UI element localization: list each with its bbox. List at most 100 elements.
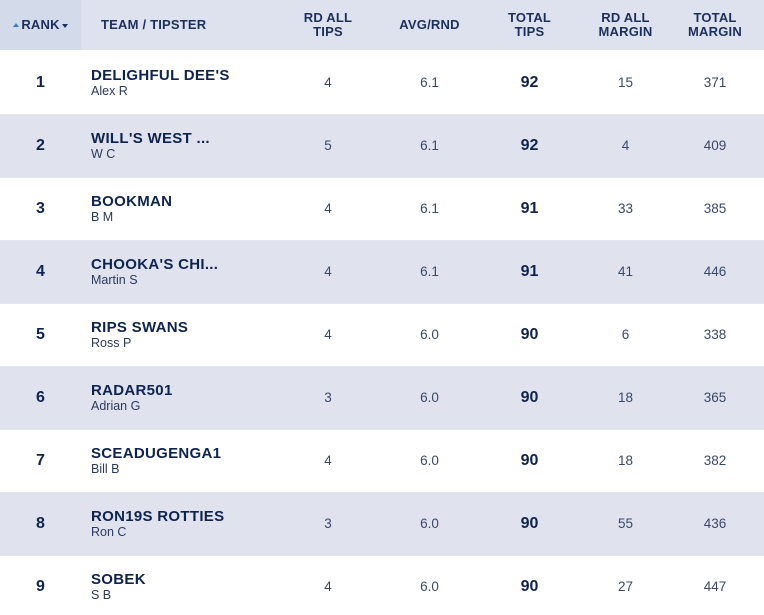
total-margin-cell: 385 xyxy=(703,201,727,216)
team-cell: DELIGHFUL DEE'S Alex R xyxy=(81,51,271,114)
rd-all-margin-cell: 18 xyxy=(617,453,634,468)
rd-all-tips-cell: 3 xyxy=(324,390,332,405)
total-tips-cell: 90 xyxy=(520,451,539,469)
rank-cell: 2 xyxy=(36,136,45,154)
rd-all-tips-cell: 4 xyxy=(324,579,332,594)
rank-cell: 4 xyxy=(36,262,45,280)
rank-cell: 1 xyxy=(36,73,45,91)
team-name[interactable]: WILL'S WEST ... xyxy=(91,130,210,147)
team-cell: SOBEK S B xyxy=(81,555,271,615)
rd-all-margin-column-header: RD ALL MARGIN xyxy=(585,0,666,52)
team-name[interactable]: DELIGHFUL DEE'S xyxy=(91,67,230,85)
rd-all-tips-cell: 4 xyxy=(324,264,332,279)
team-cell: BOOKMAN B M xyxy=(81,177,271,240)
rd-all-margin-cell: 27 xyxy=(617,579,634,594)
dropdown-caret-icon xyxy=(61,23,68,28)
rd-all-tips-cell: 4 xyxy=(324,453,332,468)
team-cell: RADAR501 Adrian G xyxy=(81,366,271,429)
avg-rnd-cell: 6.1 xyxy=(420,201,439,216)
table-row[interactable]: 9 SOBEK S B 4 6.0 90 27 447 xyxy=(0,555,764,615)
team-name[interactable]: RADAR501 xyxy=(91,382,173,399)
rd-all-tips-cell: 5 xyxy=(324,138,332,153)
avg-rnd-cell: 6.1 xyxy=(420,75,439,91)
tipster-name: Alex R xyxy=(91,84,128,99)
rank-cell: 8 xyxy=(36,514,45,532)
team-name[interactable]: BOOKMAN xyxy=(91,193,173,210)
table-row[interactable]: 7 SCEADUGENGA1 Bill B 4 6.0 90 18 382 xyxy=(0,429,764,492)
table-row[interactable]: 3 BOOKMAN B M 4 6.1 91 33 385 xyxy=(0,177,764,240)
avg-rnd-cell: 6.0 xyxy=(420,516,439,531)
total-tips-column-header: TOTAL TIPS xyxy=(474,0,585,52)
tipster-name: W C xyxy=(91,147,116,161)
rd-all-margin-cell: 55 xyxy=(617,516,634,531)
rank-cell: 9 xyxy=(36,577,45,595)
total-margin-cell: 371 xyxy=(703,75,727,91)
total-margin-cell: 436 xyxy=(703,516,727,531)
total-tips-cell: 91 xyxy=(520,199,539,217)
team-name[interactable]: SOBEK xyxy=(91,571,146,588)
rd-all-tips-column-header: RD ALL TIPS xyxy=(271,0,385,52)
tipster-name: Ross P xyxy=(91,336,132,350)
tipster-name: S B xyxy=(91,588,112,602)
rd-all-margin-cell: 18 xyxy=(617,390,634,405)
avg-rnd-cell: 6.1 xyxy=(420,264,439,279)
team-cell: RIPS SWANS Ross P xyxy=(81,303,271,366)
avg-rnd-cell: 6.0 xyxy=(420,390,439,405)
rd-all-margin-cell: 15 xyxy=(617,75,634,91)
rank-cell: 3 xyxy=(36,199,45,217)
team-name[interactable]: CHOOKA'S CHI... xyxy=(91,256,219,273)
total-tips-cell: 91 xyxy=(520,262,539,280)
total-tips-cell: 90 xyxy=(520,325,539,343)
team-cell: CHOOKA'S CHI... Martin S xyxy=(81,240,271,303)
table-row[interactable]: 6 RADAR501 Adrian G 3 6.0 90 18 365 xyxy=(0,366,764,429)
rank-cell: 6 xyxy=(36,388,45,406)
team-name[interactable]: RON19S ROTTIES xyxy=(91,508,225,525)
team-tipster-column-header: TEAM / TIPSTER xyxy=(81,0,271,52)
table-row[interactable]: 1 DELIGHFUL DEE'S Alex R 4 6.1 92 15 371 xyxy=(0,51,764,114)
avg-rnd-cell: 6.0 xyxy=(420,327,439,342)
tipster-name: B M xyxy=(91,210,114,224)
table-header: RANK TEAM / TIPSTER RD ALL TIPS AVG/RND T… xyxy=(0,0,764,52)
tipster-name: Bill B xyxy=(91,462,120,476)
avg-rnd-cell: 6.0 xyxy=(420,579,439,594)
total-tips-cell: 92 xyxy=(520,136,539,154)
avg-rnd-cell: 6.0 xyxy=(420,453,439,468)
avg-rnd-column-header: AVG/RND xyxy=(385,0,474,52)
rd-all-margin-cell: 41 xyxy=(617,264,634,279)
total-tips-cell: 90 xyxy=(520,577,539,595)
total-margin-cell: 446 xyxy=(703,264,727,279)
tipster-name: Adrian G xyxy=(91,399,141,413)
avg-rnd-cell: 6.1 xyxy=(420,138,439,153)
rd-all-margin-cell: 4 xyxy=(621,138,630,153)
team-cell: RON19S ROTTIES Ron C xyxy=(81,492,271,555)
team-name[interactable]: SCEADUGENGA1 xyxy=(91,445,222,462)
rd-all-tips-cell: 4 xyxy=(324,201,332,216)
tipster-name: Ron C xyxy=(91,525,127,539)
sort-ascending-icon xyxy=(13,22,20,27)
table-row[interactable]: 4 CHOOKA'S CHI... Martin S 4 6.1 91 41 44… xyxy=(0,240,764,303)
rank-column-header[interactable]: RANK xyxy=(0,0,81,52)
rank-cell: 7 xyxy=(36,451,45,469)
total-tips-cell: 92 xyxy=(520,73,539,91)
team-name[interactable]: RIPS SWANS xyxy=(91,319,189,336)
table-row[interactable]: 8 RON19S ROTTIES Ron C 3 6.0 90 55 436 xyxy=(0,492,764,555)
total-margin-cell: 338 xyxy=(703,327,727,342)
rd-all-tips-cell: 3 xyxy=(324,516,332,531)
table-row[interactable]: 5 RIPS SWANS Ross P 4 6.0 90 6 338 xyxy=(0,303,764,366)
team-cell: WILL'S WEST ... W C xyxy=(81,114,271,177)
rd-all-margin-cell: 6 xyxy=(621,327,630,342)
total-margin-cell: 447 xyxy=(703,579,727,594)
total-tips-cell: 90 xyxy=(520,388,539,406)
total-margin-cell: 382 xyxy=(703,453,727,468)
rd-all-tips-cell: 4 xyxy=(324,327,332,342)
table-row[interactable]: 2 WILL'S WEST ... W C 5 6.1 92 4 409 xyxy=(0,114,764,177)
rank-cell: 5 xyxy=(36,325,45,343)
total-margin-cell: 365 xyxy=(703,390,727,405)
rd-all-margin-cell: 33 xyxy=(617,201,634,216)
table-body: 1 DELIGHFUL DEE'S Alex R 4 6.1 92 15 371 … xyxy=(0,51,764,615)
total-tips-cell: 90 xyxy=(520,514,539,532)
team-cell: SCEADUGENGA1 Bill B xyxy=(81,429,271,492)
tipster-name: Martin S xyxy=(91,273,138,287)
total-margin-cell: 409 xyxy=(703,138,727,153)
